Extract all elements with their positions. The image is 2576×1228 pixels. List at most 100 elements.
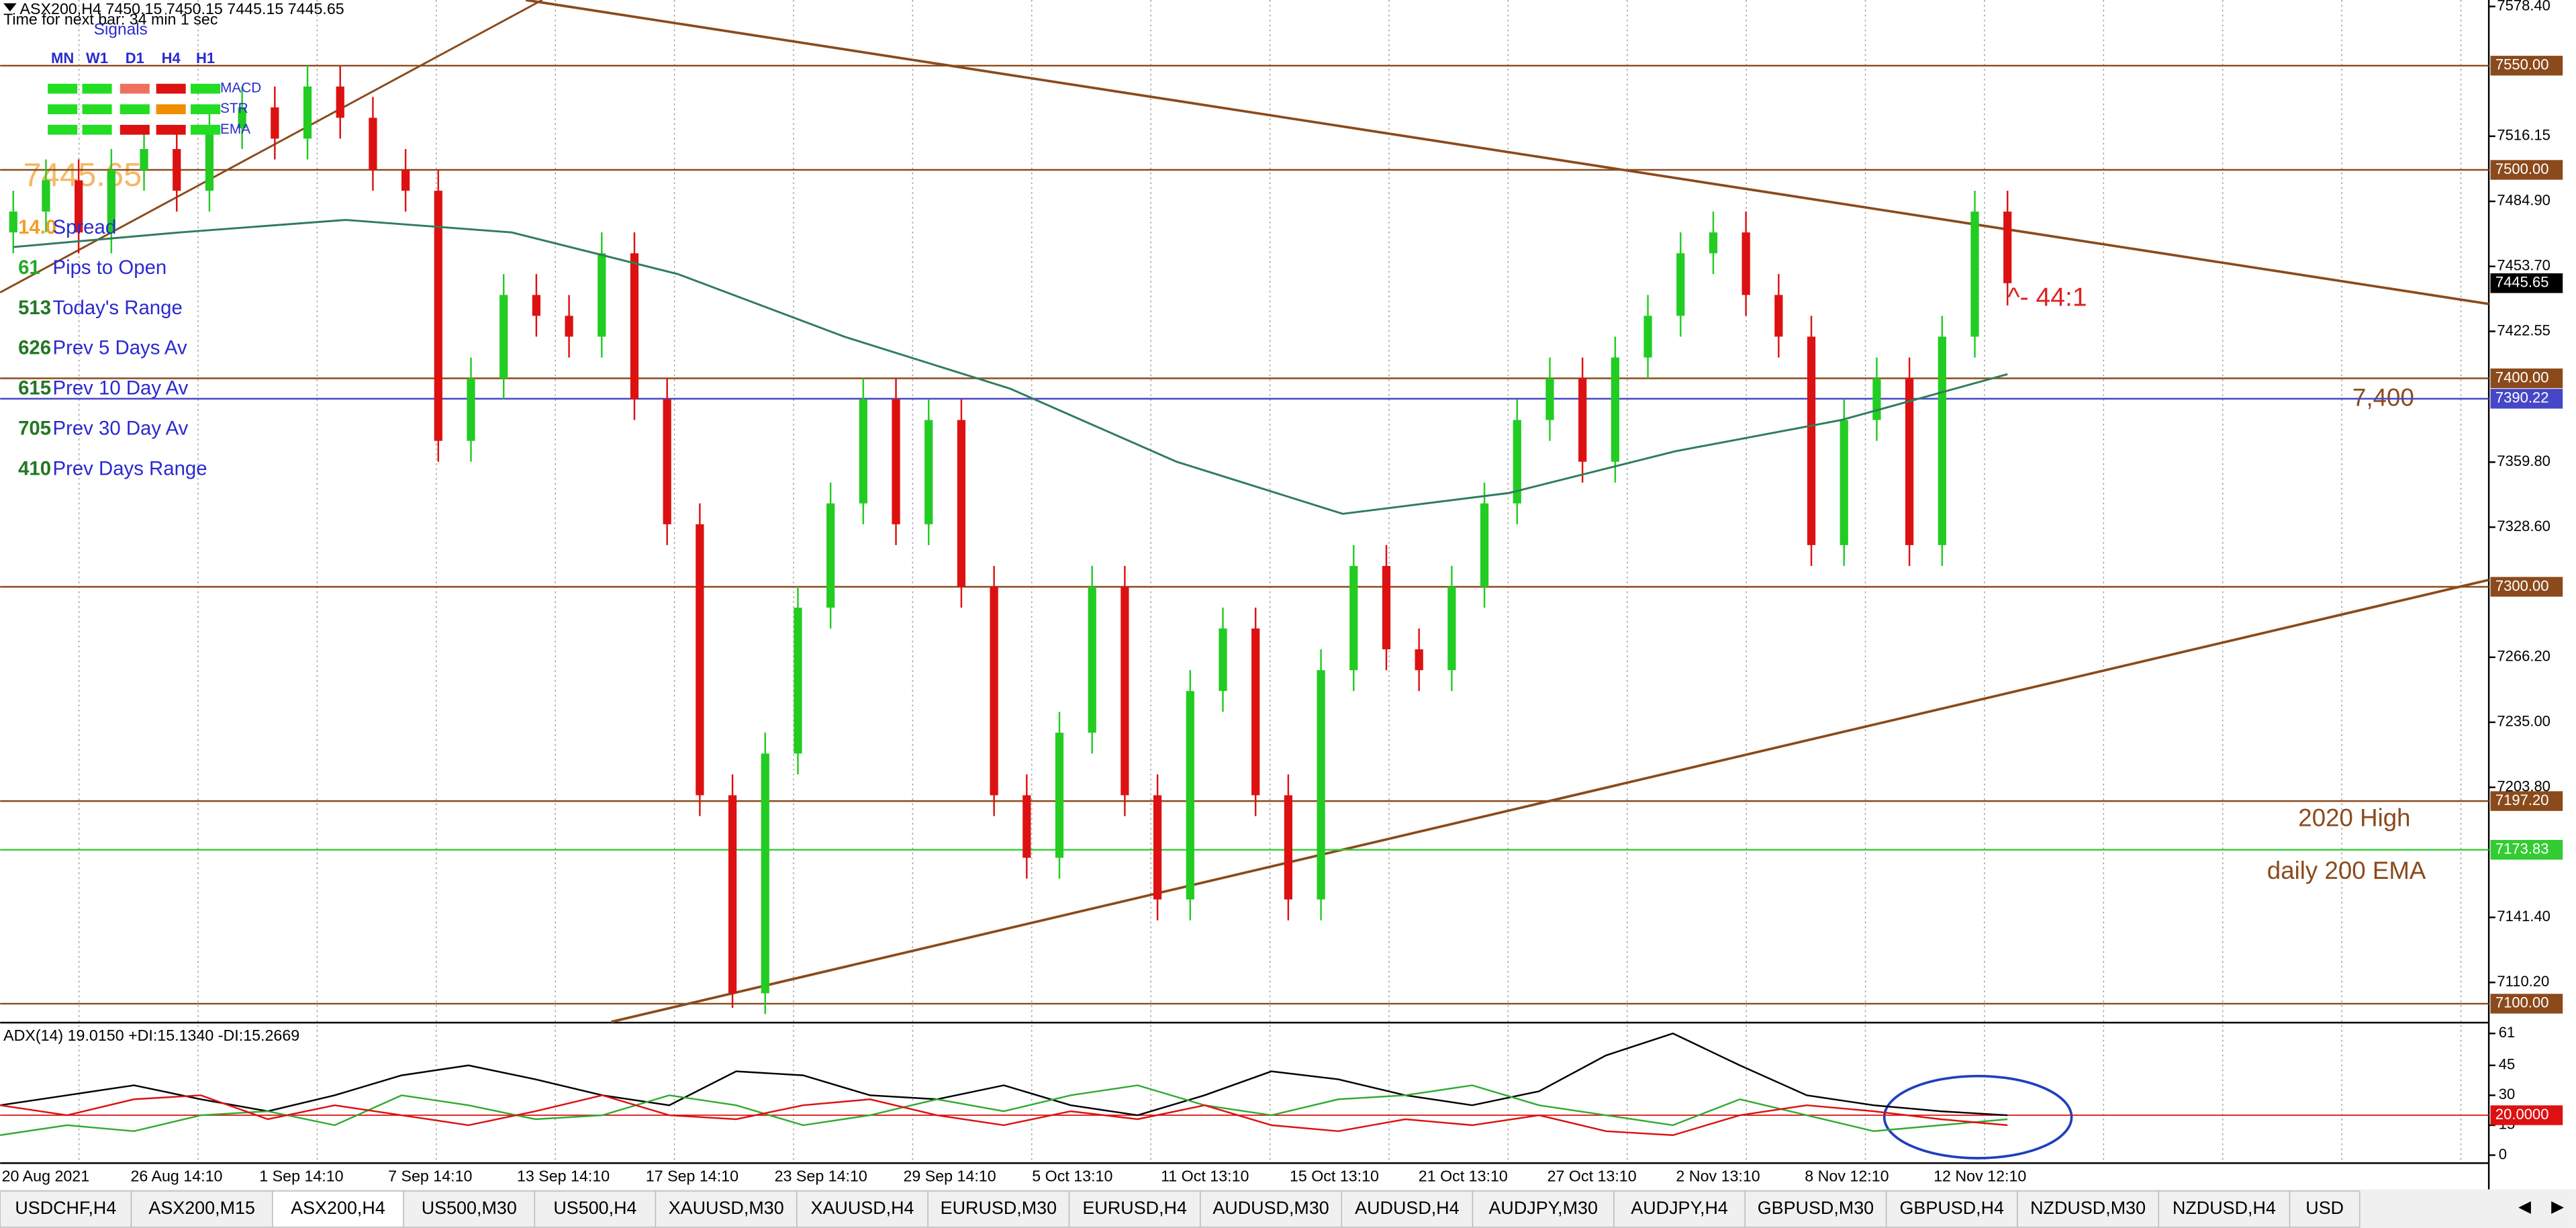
tab[interactable]	[927, 1190, 1070, 1228]
price-level-label: 7445.65	[2495, 274, 2549, 291]
tab-scroll-right[interactable]: ▶	[2551, 1198, 2564, 1216]
price-level-label: 7173.83	[2495, 841, 2549, 857]
signal-column: H1	[196, 50, 215, 66]
candle-body	[1022, 795, 1031, 858]
candle-body	[1643, 316, 1652, 358]
tab[interactable]	[0, 1190, 132, 1228]
tab-label[interactable]: AUDJPY,H4	[1631, 1198, 1728, 1218]
signal-cell	[191, 124, 221, 135]
candle-body	[892, 399, 900, 524]
annotation: 7,400	[2352, 383, 2414, 411]
tab-label[interactable]: ASX200,M15	[148, 1198, 255, 1218]
tab[interactable]	[1341, 1190, 1474, 1228]
tab-label[interactable]: NZDUSD,M30	[2030, 1198, 2146, 1218]
stat-label: Prev Days Range	[52, 458, 207, 480]
tab[interactable]	[1744, 1190, 1887, 1228]
candle-body	[107, 170, 115, 233]
stat-label: Prev 10 Day Av	[52, 377, 188, 399]
annotation: 2020 High	[2298, 804, 2410, 832]
level-label: 20.0000	[2495, 1106, 2549, 1123]
candle-body	[1970, 211, 1979, 337]
tab[interactable]	[2017, 1190, 2160, 1228]
tab-label[interactable]: US500,H4	[553, 1198, 636, 1218]
tab[interactable]	[1200, 1190, 1343, 1228]
tab-label[interactable]: USDCHF,H4	[15, 1198, 116, 1218]
candle-body	[434, 191, 442, 441]
y-tick-label: 7235.00	[2497, 713, 2550, 730]
signal-cell	[120, 104, 150, 115]
tab-label[interactable]: XAUUSD,H4	[811, 1198, 914, 1218]
stat-value: 14.0	[18, 216, 56, 238]
candle-body	[1578, 378, 1587, 462]
candle-body	[499, 295, 508, 379]
stat-value: 410	[18, 458, 51, 480]
tab-label[interactable]: GBPUSD,H4	[1900, 1198, 2005, 1218]
y-tick-label: 7453.70	[2497, 257, 2550, 274]
x-tick-label: 1 Sep 14:10	[259, 1167, 343, 1184]
candle-body	[1513, 420, 1521, 504]
signal-column: MN	[51, 50, 74, 66]
candle-body	[140, 148, 148, 171]
tab[interactable]	[403, 1190, 536, 1228]
candle-body	[1545, 378, 1554, 420]
stat-value: 705	[18, 418, 51, 440]
y-tick-label: 0	[2499, 1145, 2507, 1162]
tab-label[interactable]: EURUSD,H4	[1082, 1198, 1187, 1218]
candle-body	[1219, 628, 1227, 692]
x-tick-label: 5 Oct 13:10	[1032, 1167, 1112, 1184]
candle-body	[271, 107, 279, 139]
price-level-box	[2490, 160, 2563, 180]
tab-label[interactable]: GBPUSD,M30	[1758, 1198, 1874, 1218]
signal-cell	[48, 104, 78, 115]
x-tick-label: 27 Oct 13:10	[1547, 1167, 1637, 1184]
x-tick-label: 7 Sep 14:10	[388, 1167, 472, 1184]
tab-label[interactable]: NZDUSD,H4	[2173, 1198, 2276, 1218]
signal-cell	[82, 83, 112, 94]
tab[interactable]	[1472, 1190, 1615, 1228]
price-level-box	[2490, 56, 2563, 76]
tab-label[interactable]: ASX200,H4	[291, 1198, 385, 1218]
candle-body	[401, 170, 410, 191]
candle-body	[1480, 503, 1489, 587]
candle-body	[1382, 565, 1391, 650]
signal-column: H4	[162, 50, 181, 66]
signal-column: D1	[126, 50, 144, 66]
tab-label[interactable]: XAUUSD,M30	[669, 1198, 784, 1218]
stat-label: Prev 30 Day Av	[52, 418, 188, 440]
tab-label[interactable]: AUDUSD,H4	[1355, 1198, 1460, 1218]
tab[interactable]	[130, 1190, 273, 1228]
tab-label[interactable]: EURUSD,M30	[941, 1198, 1057, 1218]
y-tick-label: 61	[2499, 1024, 2516, 1041]
y-tick-label: 7578.40	[2497, 0, 2550, 13]
x-tick-label: 23 Sep 14:10	[775, 1167, 867, 1184]
tab[interactable]	[796, 1190, 928, 1228]
y-tick-label: 7484.90	[2497, 192, 2550, 209]
tab[interactable]	[1885, 1190, 2018, 1228]
candle-body	[1840, 420, 1848, 545]
candle-body	[598, 253, 606, 337]
tab-label[interactable]: USD	[2305, 1198, 2344, 1218]
tab[interactable]	[2289, 1190, 2360, 1228]
tab-label[interactable]: AUDUSD,M30	[1212, 1198, 1329, 1218]
tab[interactable]	[272, 1190, 404, 1228]
tab[interactable]	[655, 1190, 798, 1228]
candle-body	[630, 253, 639, 399]
candle-body	[1611, 357, 1619, 462]
candle-body	[1251, 628, 1260, 796]
candle-body	[238, 107, 246, 128]
stat-value: 513	[18, 297, 51, 319]
candle-body	[1186, 691, 1194, 900]
symbol-line: ASX200,H4 7450.15 7450.15 7445.15 7445.6…	[20, 0, 344, 17]
menu-triangle	[3, 3, 17, 12]
x-tick-label: 17 Sep 14:10	[646, 1167, 738, 1184]
candle-body	[1774, 295, 1783, 337]
tab[interactable]	[1068, 1190, 1201, 1228]
tab-scroll-left[interactable]: ◀	[2518, 1198, 2531, 1216]
tab-label[interactable]: AUDJPY,M30	[1488, 1198, 1598, 1218]
indicator-line	[0, 1084, 2008, 1136]
tab-label[interactable]: US500,M30	[422, 1198, 517, 1218]
price-level-box	[2490, 994, 2563, 1014]
candle-body	[826, 503, 835, 608]
tab[interactable]	[2158, 1190, 2291, 1228]
